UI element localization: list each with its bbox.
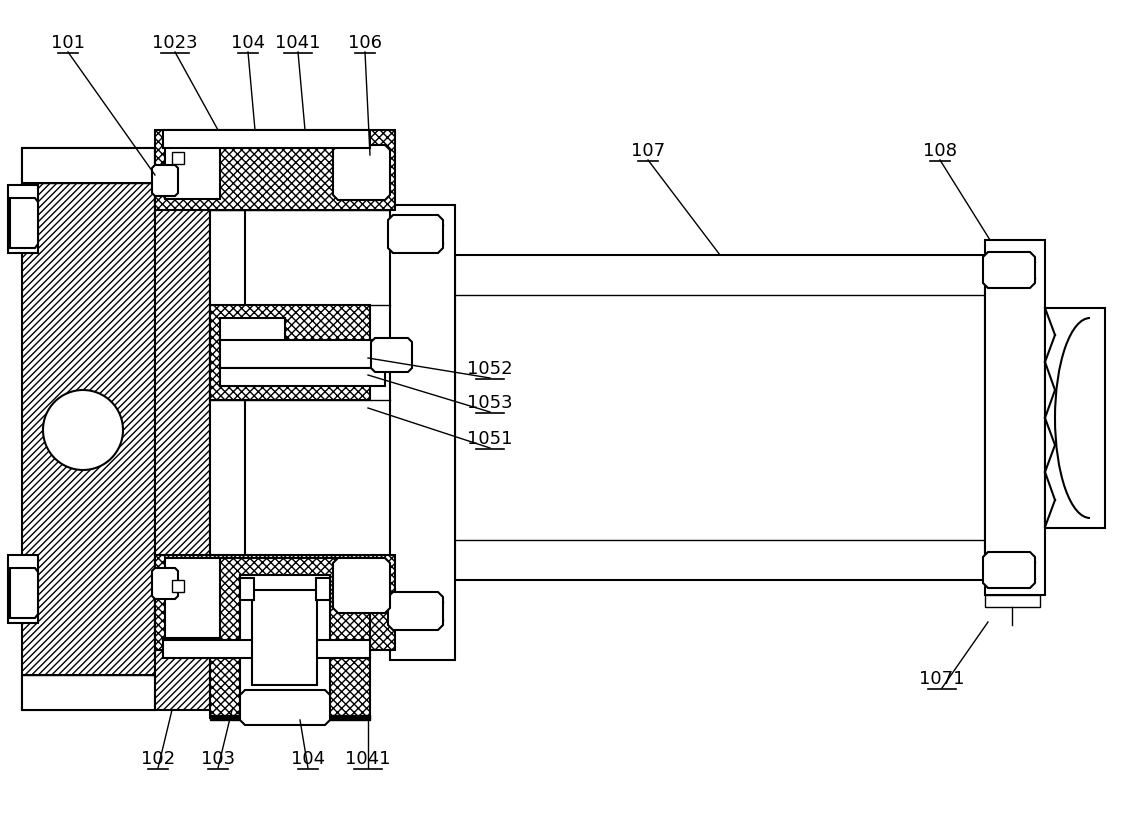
Bar xyxy=(22,148,155,183)
Text: 101: 101 xyxy=(51,34,86,52)
Bar xyxy=(220,340,385,368)
Text: 103: 103 xyxy=(201,750,235,768)
Bar xyxy=(986,240,1045,595)
Bar xyxy=(1045,308,1105,528)
Text: 107: 107 xyxy=(631,142,665,160)
Text: 1023: 1023 xyxy=(152,34,198,52)
Text: 1052: 1052 xyxy=(467,360,513,378)
Bar xyxy=(455,255,986,580)
Bar xyxy=(210,715,370,720)
Bar xyxy=(240,575,330,700)
Bar xyxy=(172,152,184,164)
Polygon shape xyxy=(10,568,38,618)
Bar xyxy=(155,148,210,710)
Bar xyxy=(22,675,155,710)
Bar xyxy=(155,555,395,650)
Text: 1041: 1041 xyxy=(345,750,390,768)
Bar xyxy=(163,640,370,658)
Bar xyxy=(8,555,38,623)
Bar xyxy=(986,595,1040,607)
Text: 108: 108 xyxy=(922,142,957,160)
Polygon shape xyxy=(333,558,390,613)
Bar xyxy=(252,590,317,685)
Polygon shape xyxy=(983,252,1035,288)
Polygon shape xyxy=(152,165,178,196)
Bar xyxy=(220,368,385,386)
Text: 104: 104 xyxy=(291,750,325,768)
Bar xyxy=(163,130,370,148)
Bar xyxy=(316,578,330,600)
Bar xyxy=(22,148,155,710)
Circle shape xyxy=(43,390,123,470)
Bar xyxy=(165,142,220,199)
Polygon shape xyxy=(333,145,390,200)
Text: 104: 104 xyxy=(231,34,266,52)
Polygon shape xyxy=(388,592,443,630)
Text: 1041: 1041 xyxy=(276,34,321,52)
Text: 102: 102 xyxy=(141,750,176,768)
Bar xyxy=(240,578,254,600)
Bar xyxy=(390,205,455,660)
Polygon shape xyxy=(388,215,443,253)
Bar xyxy=(210,305,370,400)
Text: 1071: 1071 xyxy=(919,670,965,688)
Bar xyxy=(155,130,395,210)
Text: 1053: 1053 xyxy=(467,394,513,412)
Bar xyxy=(165,558,220,638)
Polygon shape xyxy=(983,552,1035,588)
Polygon shape xyxy=(240,690,330,725)
Polygon shape xyxy=(152,568,178,599)
Bar xyxy=(210,558,370,718)
Polygon shape xyxy=(371,338,412,372)
Bar xyxy=(172,580,184,592)
Bar xyxy=(8,185,38,253)
Bar xyxy=(220,318,285,386)
Text: 106: 106 xyxy=(348,34,382,52)
Text: 1051: 1051 xyxy=(467,430,513,448)
Bar xyxy=(210,210,245,640)
Polygon shape xyxy=(10,198,38,248)
